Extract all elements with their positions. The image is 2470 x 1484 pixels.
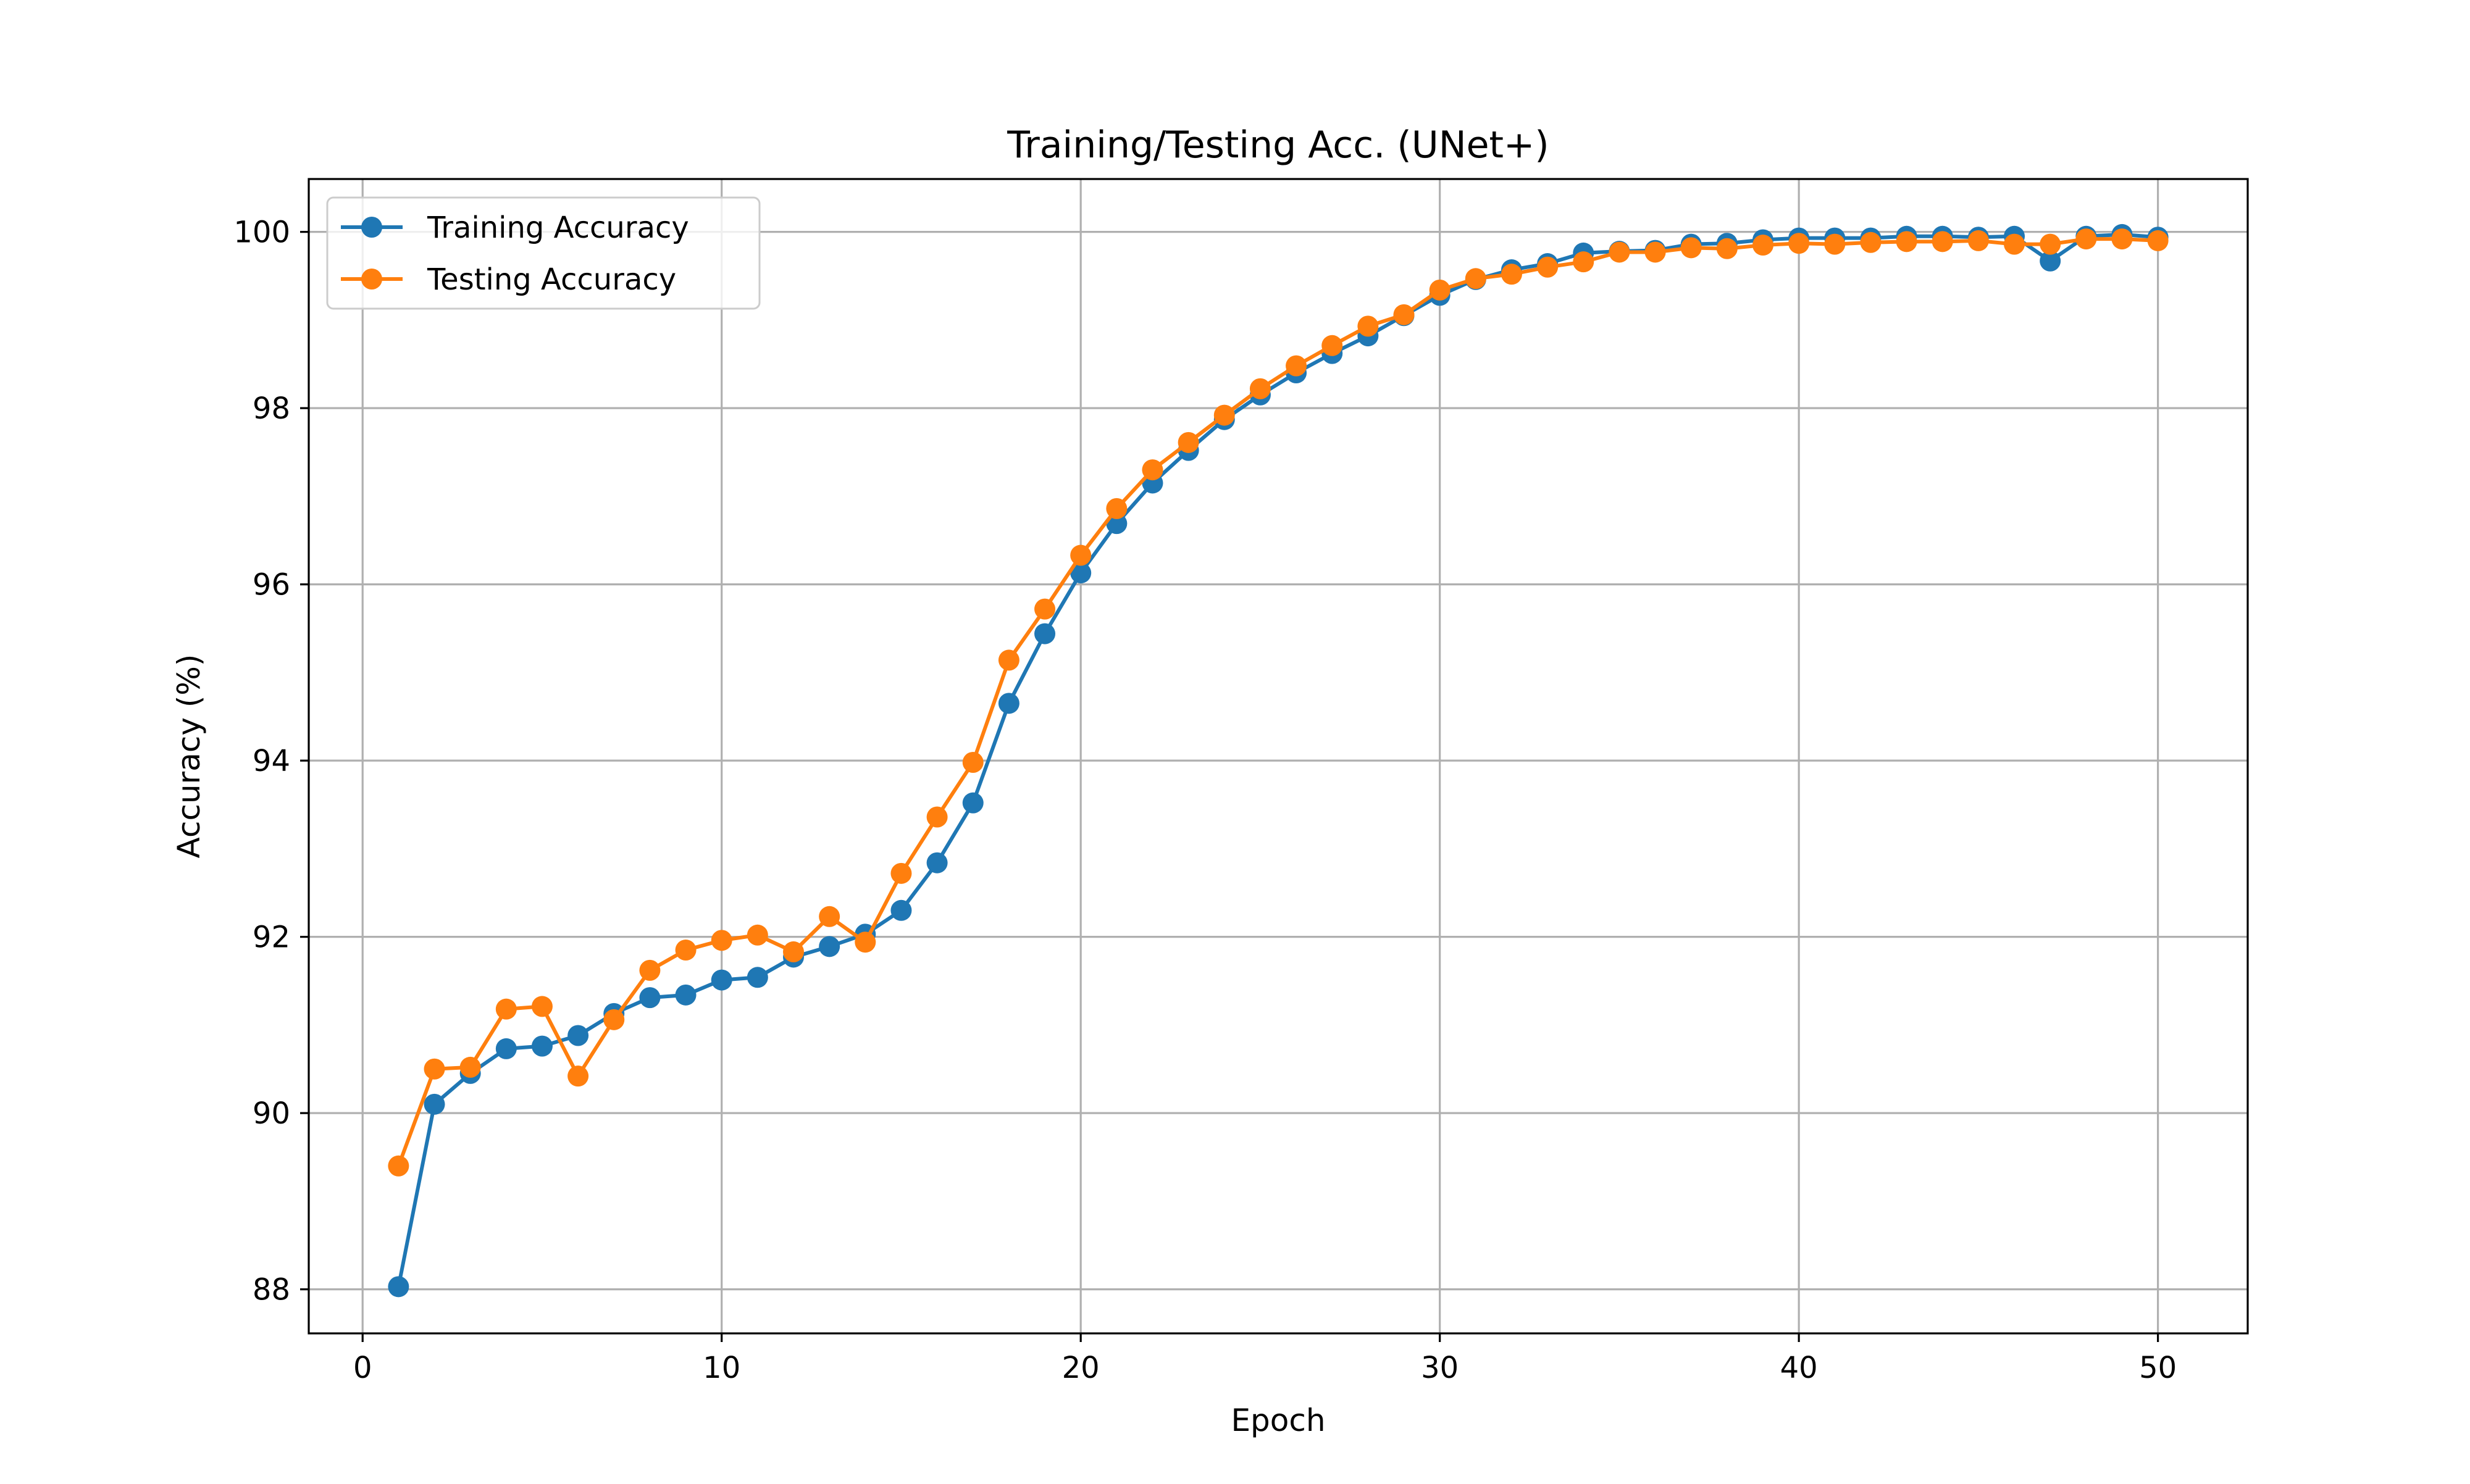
y-tick-label: 90 — [253, 1096, 290, 1131]
data-point — [1465, 268, 1486, 290]
x-axis-label: Epoch — [1231, 1403, 1325, 1438]
legend-marker — [361, 269, 382, 290]
data-point — [1034, 598, 1056, 620]
data-point — [1752, 235, 1773, 256]
data-point — [1213, 404, 1235, 426]
data-point — [1429, 279, 1451, 301]
data-point — [890, 862, 912, 884]
data-point — [1967, 230, 1989, 251]
data-point — [1896, 231, 1917, 252]
data-point — [1932, 231, 1953, 252]
legend: Training Accuracy Testing Accuracy — [326, 196, 761, 310]
data-point — [998, 649, 1019, 671]
data-point — [675, 984, 697, 1006]
data-point — [2004, 233, 2025, 255]
data-point — [388, 1276, 409, 1298]
data-point — [1537, 256, 1559, 278]
data-point — [998, 693, 1019, 714]
data-point — [747, 967, 768, 988]
data-point — [2111, 228, 2133, 250]
data-point — [2075, 228, 2097, 250]
data-point — [1249, 378, 1271, 399]
data-point — [819, 936, 840, 957]
series-testing-accuracy — [388, 228, 2169, 1177]
series-layer — [388, 223, 2169, 1298]
grid-lines — [309, 179, 2248, 1333]
data-point — [1286, 355, 1307, 377]
data-point — [675, 940, 697, 961]
x-tick-label: 50 — [2139, 1351, 2177, 1385]
data-point — [890, 899, 912, 921]
data-point — [1680, 237, 1702, 259]
data-point — [1106, 498, 1128, 519]
data-point — [603, 1009, 625, 1030]
data-point — [2147, 230, 2169, 251]
y-axis-label: Accuracy (%) — [171, 654, 207, 859]
data-point — [639, 987, 661, 1009]
x-tick-label: 20 — [1062, 1351, 1100, 1385]
data-point — [1393, 304, 1415, 325]
data-point — [567, 1065, 589, 1087]
chart-title: Training/Testing Acc. (UNet+) — [1007, 123, 1549, 167]
data-point — [1788, 233, 1810, 254]
data-point — [495, 1038, 517, 1059]
data-point — [639, 959, 661, 981]
data-point — [747, 924, 768, 946]
y-axis-ticks: 88 90 92 94 96 98 100 — [233, 215, 309, 1307]
data-point — [926, 852, 948, 873]
data-point — [962, 792, 984, 814]
legend-box — [326, 196, 761, 310]
data-point — [531, 996, 553, 1017]
y-tick-label: 96 — [253, 568, 290, 602]
data-point — [1070, 544, 1092, 566]
data-point — [1357, 315, 1379, 337]
data-point — [1716, 238, 1738, 259]
data-point — [1070, 562, 1092, 584]
data-point — [1824, 233, 1846, 255]
data-point — [1034, 623, 1056, 644]
data-point — [424, 1058, 445, 1080]
data-point — [1573, 251, 1594, 273]
data-point — [531, 1035, 553, 1057]
legend-label: Training Accuracy — [427, 211, 689, 245]
data-point — [711, 930, 732, 951]
data-point — [495, 998, 517, 1020]
data-point — [855, 932, 876, 953]
data-point — [819, 906, 840, 927]
y-tick-label: 100 — [233, 215, 290, 250]
y-tick-label: 92 — [253, 920, 290, 955]
data-point — [424, 1093, 445, 1115]
x-axis-ticks: 0 10 20 30 40 50 — [353, 1333, 2177, 1385]
data-point — [1178, 431, 1199, 453]
data-point — [459, 1056, 481, 1078]
data-point — [1644, 241, 1666, 263]
plot-frame — [308, 178, 2249, 1335]
data-point — [2040, 250, 2061, 272]
data-point — [783, 941, 804, 962]
data-point — [567, 1025, 589, 1046]
x-tick-label: 0 — [353, 1351, 372, 1385]
data-point — [926, 806, 948, 828]
data-point — [388, 1155, 409, 1177]
y-tick-label: 98 — [253, 391, 290, 426]
data-point — [1609, 241, 1630, 263]
x-tick-label: 30 — [1421, 1351, 1459, 1385]
y-tick-label: 94 — [253, 744, 290, 778]
data-point — [962, 751, 984, 773]
data-point — [2040, 233, 2061, 255]
data-point — [1860, 231, 1882, 253]
data-point — [711, 969, 732, 991]
x-tick-label: 40 — [1780, 1351, 1818, 1385]
data-point — [1501, 264, 1522, 285]
data-point — [1142, 459, 1163, 481]
y-tick-label: 88 — [253, 1273, 290, 1307]
data-point — [1321, 335, 1343, 356]
x-tick-label: 10 — [703, 1351, 740, 1385]
legend-marker — [361, 217, 382, 238]
legend-label: Testing Accuracy — [427, 262, 676, 297]
